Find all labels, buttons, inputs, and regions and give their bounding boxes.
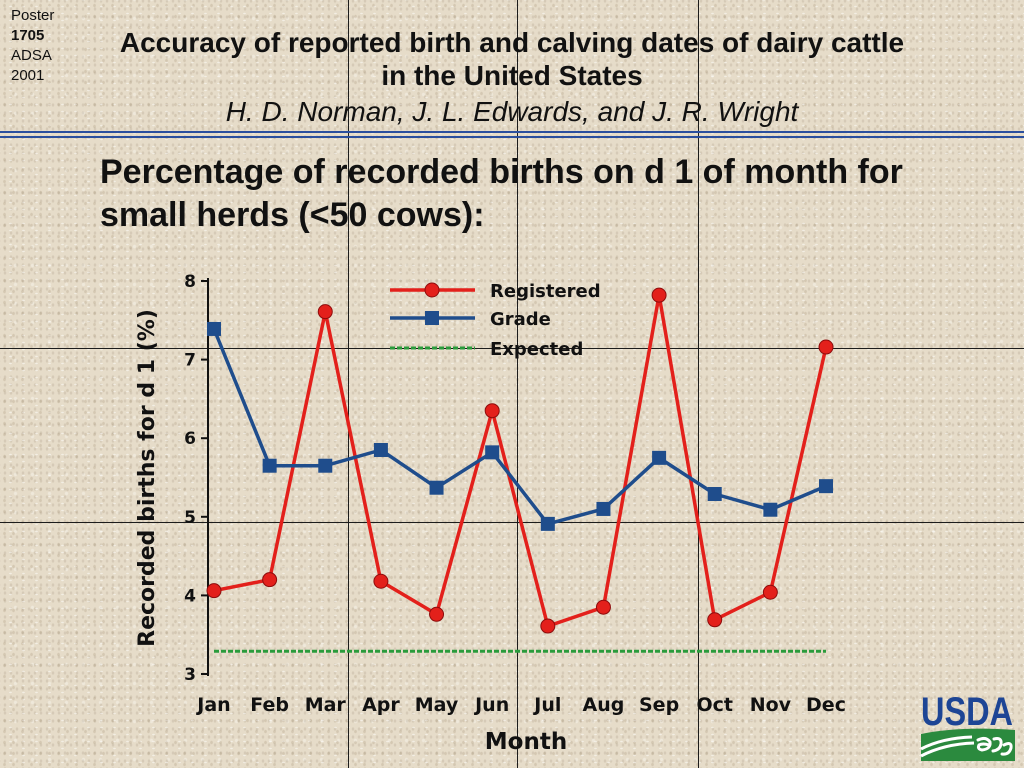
x-tick-label: Oct [696,694,733,716]
poster-title-line-1: Accuracy of reported birth and calving d… [119,27,905,58]
series-0-point [762,584,778,600]
series-1-line [212,328,827,526]
series-0-point [707,612,723,628]
y-tick-label: 5 [184,508,196,528]
legend-label: Registered [490,281,601,302]
series-1-point [262,458,277,473]
series-1-point [207,321,221,336]
series-1-point [373,442,388,457]
series-1-point [429,480,444,495]
series-0-point [373,573,389,589]
legend-label: Grade [490,309,551,330]
series-0-point [429,606,445,622]
y-tick-label: 7 [184,351,196,371]
x-tick-label: Jan [195,694,230,716]
y-tick-label: 4 [184,586,196,606]
series-1-point [819,479,833,494]
series-1-point [652,450,667,465]
guide-line-horizontal [0,522,1024,523]
y-axis-title: Recorded births for d 1 (%) [135,309,160,647]
usda-logo-field [921,728,1015,761]
poster-org: ADSA [11,47,52,64]
poster-tag: Poster 1705 ADSA 2001 [11,6,54,86]
legend-label: Expected [490,339,583,360]
series-0-point [651,287,667,303]
x-tick-label: Dec [806,694,846,716]
section-heading-line-2: small herds (<50 cows): [100,196,485,234]
series-1-point [596,501,611,516]
series-1-point [707,487,722,502]
guide-line-vertical [348,0,349,768]
x-tick-label: Nov [750,694,792,716]
legend-marker [425,311,439,325]
y-tick-label: 8 [184,272,196,292]
poster-title-line-2: in the United States [381,60,643,91]
y-tick-label: 3 [184,665,196,685]
x-tick-label: Mar [305,694,347,716]
x-tick-label: Sep [639,694,679,716]
x-tick-label: Jul [532,694,561,716]
series-0-point [484,403,500,419]
poster-authors: H. D. Norman, J. L. Edwards, and J. R. W… [225,96,799,127]
guide-line-horizontal [0,348,1024,349]
series-0-point [262,572,278,588]
x-tick-label: May [415,694,459,716]
x-tick-label: Aug [583,694,625,716]
series-1-point [540,516,555,531]
header-rule [0,131,1024,133]
x-tick-label: Apr [362,694,400,716]
series-0-point [317,304,333,320]
header-rule [0,136,1024,138]
series-1-point [318,458,333,473]
guide-line-vertical [698,0,699,768]
series-1-point [485,445,500,460]
usda-logo-stripe [920,741,975,758]
legend-marker [424,282,440,298]
series-0-point [595,599,611,615]
poster-year: 2001 [11,67,45,84]
x-tick-label: Jun [473,694,509,716]
poster-label: Poster [11,7,55,24]
usda-logo-text: USDA [921,693,1013,734]
series-0-line [213,293,828,628]
series-0-point [818,339,834,355]
series-0-point [540,618,556,634]
series-1-point [763,502,778,517]
usda-logo: USDA [920,693,1015,761]
section-heading-line-1: Percentage of recorded births on d 1 of … [100,153,903,191]
x-tick-label: Feb [250,694,289,716]
ars-mark [976,736,1013,756]
series-0-point [206,583,222,599]
poster-number: 1705 [11,27,45,44]
guide-line-vertical [517,0,518,768]
usda-logo-stripe [920,735,973,751]
y-tick-label: 6 [184,429,196,449]
x-axis-title: Month [485,729,567,755]
